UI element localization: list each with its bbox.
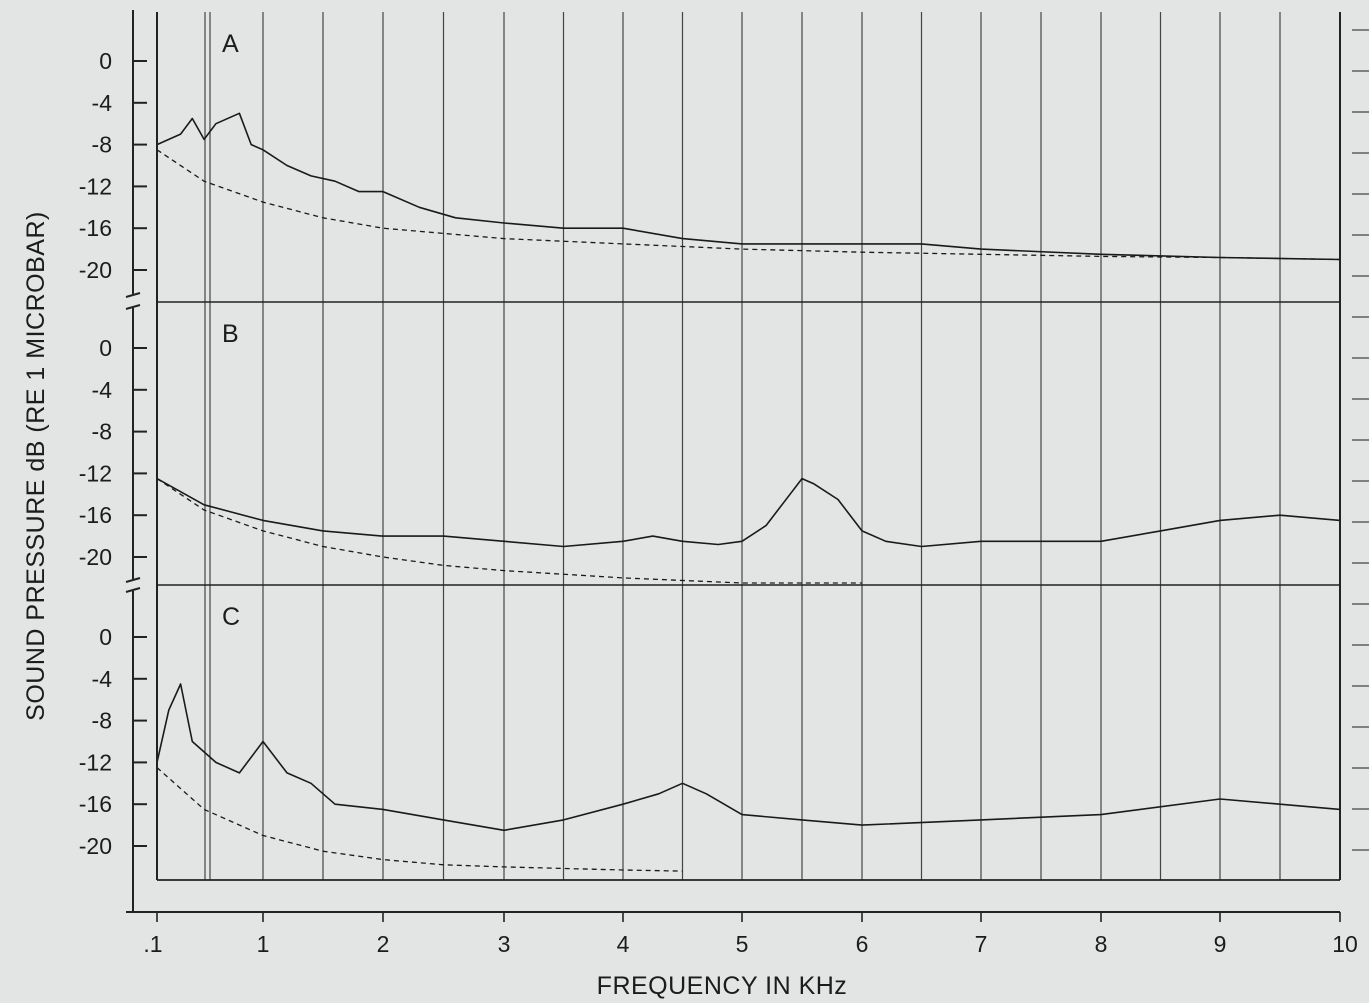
- y-tick-label: -8: [92, 132, 112, 158]
- y-tick-label: -4: [92, 90, 113, 116]
- axis-break-mark: [125, 292, 141, 298]
- panel-c-dashed-trace: [156, 767, 683, 872]
- y-tick-label: 0: [99, 624, 112, 650]
- y-axis-label: SOUND PRESSURE dB (RE 1 MICROBAR): [22, 211, 50, 721]
- axis-break-mark: [125, 577, 141, 583]
- panel-b-dashed-trace: [156, 478, 862, 584]
- traces-layer: [156, 112, 1341, 872]
- x-tick-label: 2: [377, 931, 390, 957]
- y-tick-label: -12: [79, 173, 112, 199]
- y-tick-label: -20: [79, 544, 112, 570]
- x-tick-label: 9: [1214, 931, 1227, 957]
- panel-b-solid-trace: [156, 477, 1341, 548]
- frame-layer: [125, 10, 1369, 922]
- x-tick-label: 5: [736, 931, 749, 957]
- y-tick-label: -4: [92, 377, 113, 403]
- panel-label-c: C: [222, 603, 240, 631]
- panel-label-b: B: [222, 320, 239, 348]
- axis-break-mark: [125, 587, 141, 593]
- y-tick-label: -4: [92, 666, 113, 692]
- y-tick-label: 0: [99, 48, 112, 74]
- y-tick-label: -20: [79, 833, 112, 859]
- axis-break-mark: [125, 304, 141, 310]
- x-axis-label: FREQUENCY IN KHz: [597, 972, 848, 1000]
- x-tick-label: 1: [257, 931, 270, 957]
- x-tick-label: 10: [1332, 931, 1358, 957]
- panel-a-solid-trace: [156, 112, 1341, 261]
- grid-layer: [156, 12, 1341, 880]
- y-tick-label: -12: [79, 460, 112, 486]
- panel-label-a: A: [222, 30, 239, 58]
- y-tick-label: -16: [79, 215, 112, 241]
- x-tick-label: 8: [1095, 931, 1108, 957]
- y-tick-label: -12: [79, 749, 112, 775]
- y-tick-label: -16: [79, 502, 112, 528]
- y-tick-label: -8: [92, 708, 112, 734]
- panel-c-solid-trace: [156, 683, 1341, 832]
- panel-a-dashed-trace: [156, 149, 1341, 261]
- labels-layer: .1 1 2 3 4 5 6 7 8 9 10 0 -4 -8 -12 -16 -20 A 0 -4 -8 -12 -16 -…: [79, 30, 1358, 957]
- x-tick-label: 3: [498, 931, 511, 957]
- y-tick-label: -20: [79, 257, 112, 283]
- x-tick-label: 4: [617, 931, 630, 957]
- x-tick-label: 7: [975, 931, 988, 957]
- x-tick-label: .1: [143, 931, 162, 957]
- x-tick-label: 6: [856, 931, 869, 957]
- y-tick-label: 0: [99, 335, 112, 361]
- y-tick-label: -8: [92, 419, 112, 445]
- y-tick-label: -16: [79, 791, 112, 817]
